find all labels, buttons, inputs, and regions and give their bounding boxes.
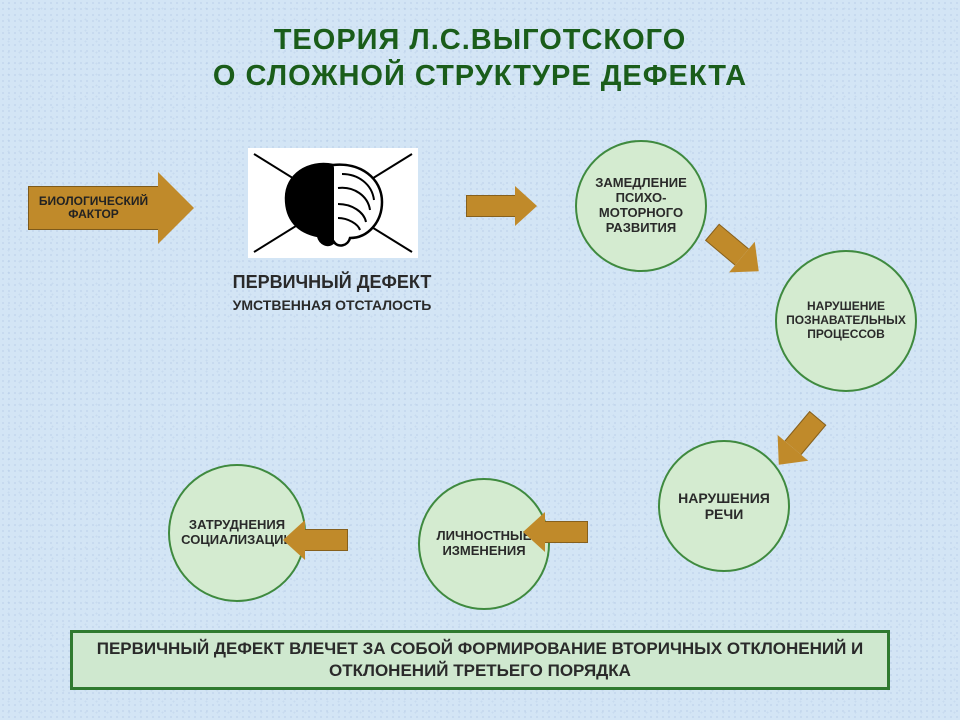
arrow-a5 [283,520,348,560]
bio-factor-arrowhead [158,172,194,244]
title-line2: О СЛОЖНОЙ СТРУКТУРЕ ДЕФЕКТА [0,58,960,94]
circle-c1: ЗАМЕДЛЕНИЕ ПСИХО- МОТОРНОГО РАЗВИТИЯ [575,140,707,272]
caption-line1: ПЕРВИЧНЫЙ ДЕФЕКТ [202,272,462,293]
arrow-a1 [466,186,537,226]
arrow-a4 [523,512,588,552]
arrow-a2 [699,217,771,287]
circle-c3: НАРУШЕНИЯ РЕЧИ [658,440,790,572]
bio-factor-arrow: БИОЛОГИЧЕСКИЙ ФАКТОР [28,172,194,244]
circle-c2: НАРУШЕНИЕ ПОЗНАВАТЕЛЬНЫХ ПРОЦЕССОВ [775,250,917,392]
primary-defect-caption: ПЕРВИЧНЫЙ ДЕФЕКТ УМСТВЕННАЯ ОТСТАЛОСТЬ [202,272,462,313]
brain-icon [248,148,418,258]
footer-text: ПЕРВИЧНЫЙ ДЕФЕКТ ВЛЕЧЕТ ЗА СОБОЙ ФОРМИРО… [93,638,867,682]
footer-statement: ПЕРВИЧНЫЙ ДЕФЕКТ ВЛЕЧЕТ ЗА СОБОЙ ФОРМИРО… [70,630,890,690]
main-title: ТЕОРИЯ Л.С.ВЫГОТСКОГО О СЛОЖНОЙ СТРУКТУР… [0,22,960,95]
diagram-canvas: ТЕОРИЯ Л.С.ВЫГОТСКОГО О СЛОЖНОЙ СТРУКТУР… [0,0,960,720]
brain-image [248,148,418,258]
bio-factor-label: БИОЛОГИЧЕСКИЙ ФАКТОР [28,186,158,230]
caption-line2: УМСТВЕННАЯ ОТСТАЛОСТЬ [202,297,462,313]
title-line1: ТЕОРИЯ Л.С.ВЫГОТСКОГО [0,22,960,58]
